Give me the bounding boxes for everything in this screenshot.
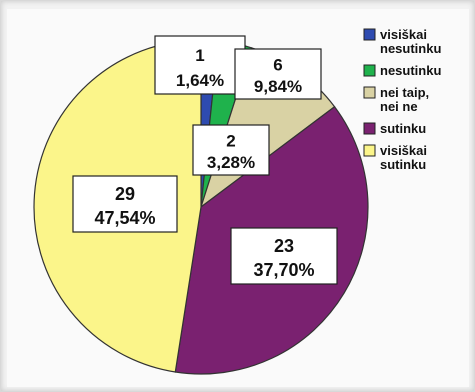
data-label-percent: 3,28% <box>207 153 255 172</box>
data-label-count: 1 <box>195 46 204 65</box>
legend-label: nesutinku <box>380 41 441 56</box>
data-label-box <box>234 48 322 100</box>
data-label-count: 23 <box>274 236 294 256</box>
chart-area: 1 1,64% 2 3,28% 6 9,84% 23 37,70% 29 47,54% visiš… <box>7 9 469 387</box>
legend-swatch <box>363 64 376 77</box>
data-label-4: 23 37,70% <box>230 227 338 285</box>
legend-swatch <box>363 122 376 135</box>
legend-label: nei ne <box>380 99 418 114</box>
data-label-percent: 37,70% <box>253 260 314 280</box>
data-label-box <box>72 175 178 233</box>
legend-item-3: nei taip,nei ne <box>363 85 429 114</box>
data-label-percent: 9,84% <box>254 77 302 96</box>
data-label-box <box>192 124 270 176</box>
data-label-1: 1 1,64% <box>154 35 246 95</box>
data-label-box <box>230 227 338 285</box>
data-labels: 1 1,64% 2 3,28% 6 9,84% 23 37,70% 29 47,54% <box>72 35 338 285</box>
data-label-3: 6 9,84% <box>234 48 322 100</box>
data-label-count: 2 <box>226 132 235 151</box>
data-label-2: 2 3,28% <box>192 124 270 176</box>
legend-label: sutinku <box>380 157 426 172</box>
legend-label: visiškai <box>380 27 427 42</box>
data-label-5: 29 47,54% <box>72 175 178 233</box>
legend-label: nei taip, <box>380 85 429 100</box>
data-label-box <box>154 35 246 95</box>
legend-item-4: sutinku <box>363 121 426 136</box>
legend-label: sutinku <box>380 121 426 136</box>
pie-chart: 1 1,64% 2 3,28% 6 9,84% 23 37,70% 29 47,54% visiš… <box>33 27 441 375</box>
legend-swatch <box>363 86 376 99</box>
data-label-count: 6 <box>273 56 282 75</box>
data-label-count: 29 <box>115 184 135 204</box>
data-label-percent: 1,64% <box>176 71 224 90</box>
legend-item-2: nesutinku <box>363 63 441 78</box>
data-label-percent: 47,54% <box>94 208 155 228</box>
legend-swatch <box>363 28 376 41</box>
legend-swatch <box>363 144 376 157</box>
legend-label: nesutinku <box>380 63 441 78</box>
legend-label: visiškai <box>380 143 427 158</box>
